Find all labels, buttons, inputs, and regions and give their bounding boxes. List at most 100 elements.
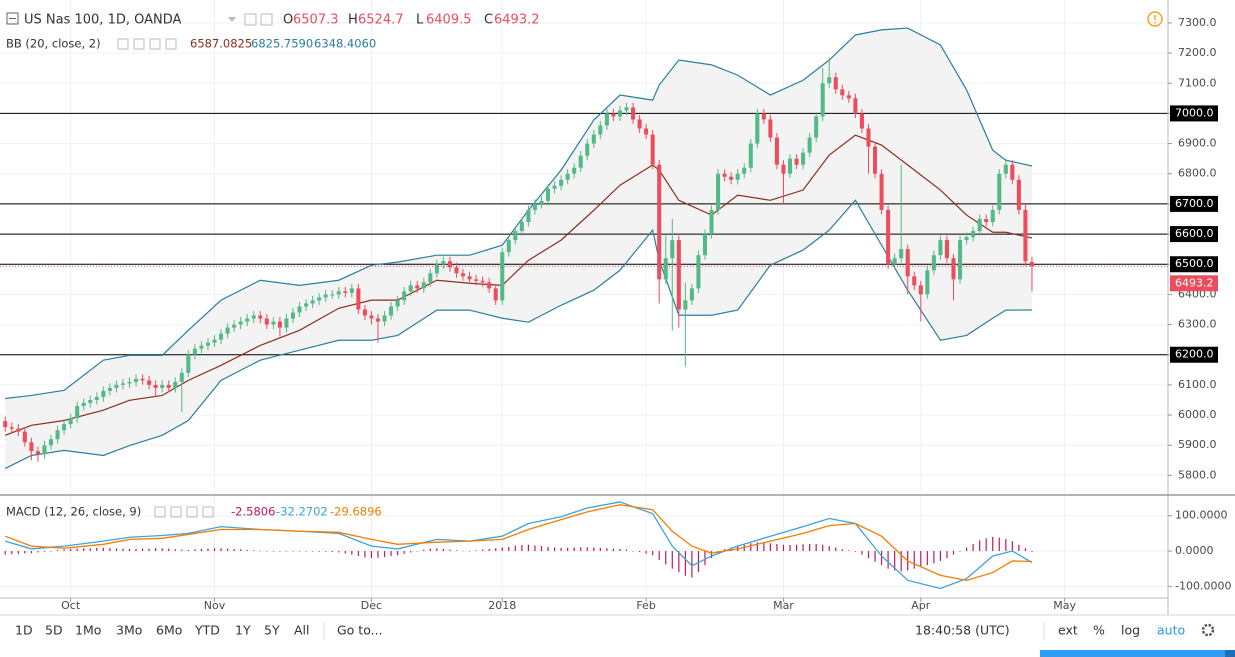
icon[interactable] [117, 38, 129, 50]
candle-body [840, 89, 845, 96]
candle-body [402, 291, 407, 301]
histogram-bar [200, 548, 203, 552]
icon[interactable] [133, 38, 145, 50]
y-tick-label: 7100.0 [1178, 76, 1217, 89]
alert-icon[interactable] [1147, 11, 1163, 27]
icon[interactable] [186, 506, 198, 518]
candle-body [160, 384, 165, 388]
ohlc-value: 6409.5 [426, 13, 472, 28]
histogram-bar [364, 551, 366, 558]
status-bar-end [1225, 650, 1235, 657]
candle-body [951, 258, 956, 280]
histogram-bar [756, 542, 758, 552]
candle-body [559, 179, 564, 186]
candle-body [343, 291, 348, 293]
candle-body [323, 294, 328, 298]
histogram-bar [560, 547, 562, 552]
candle-body [55, 430, 60, 440]
x-tick-label: Mar [773, 599, 794, 612]
candle-body [225, 327, 230, 334]
symbol-title[interactable]: US Nas 100, 1D, OANDA [24, 13, 182, 28]
candle-body [899, 249, 904, 259]
macd-icons [154, 506, 214, 518]
histogram-bar [50, 551, 52, 552]
collapse-icon[interactable] [6, 12, 19, 25]
candle-body [866, 128, 871, 147]
histogram-bar [325, 551, 327, 552]
candle-body [513, 231, 518, 241]
histogram-bar [789, 545, 791, 552]
icon[interactable] [202, 506, 214, 518]
candle-body [153, 384, 158, 388]
candle-body [480, 280, 485, 283]
dropdown-icon[interactable] [228, 17, 236, 22]
candle-body [212, 339, 217, 343]
icon[interactable] [149, 38, 161, 50]
range-button[interactable]: 5D [45, 623, 63, 638]
histogram-bar [318, 551, 320, 552]
candle-body [16, 428, 21, 432]
range-button[interactable]: 6Mo [156, 623, 182, 638]
candle-body [330, 294, 335, 296]
y-tick-label: 5900.0 [1178, 438, 1217, 451]
candle-body [644, 128, 649, 135]
option-button[interactable]: ext [1058, 623, 1078, 638]
candle-body [905, 249, 910, 277]
candle-body [722, 173, 727, 177]
histogram-bar [848, 550, 850, 552]
candle-body [68, 418, 73, 425]
settings-gear[interactable] [1201, 623, 1215, 637]
histogram-bar [109, 548, 111, 552]
last-price-label: 6493.2 [1175, 276, 1214, 289]
candle-body [48, 439, 54, 446]
candle-body [1010, 164, 1015, 180]
histogram-bar [887, 551, 889, 569]
histogram-bar [697, 551, 700, 573]
range-button[interactable]: 3Mo [116, 623, 142, 638]
candle-body [702, 234, 708, 256]
histogram-bar [900, 551, 902, 572]
range-button[interactable]: 1D [15, 623, 33, 638]
candle-body [29, 442, 34, 452]
histogram-bar [730, 547, 732, 552]
range-button[interactable]: YTD [194, 623, 220, 638]
goto-button[interactable]: Go to... [337, 623, 383, 638]
histogram-bar [861, 551, 863, 555]
hline-label-bg [1170, 105, 1218, 122]
candle-body [958, 240, 963, 280]
candle-body [912, 276, 917, 286]
option-button[interactable]: log [1121, 623, 1140, 638]
candle-body [3, 421, 8, 428]
icon[interactable] [170, 506, 182, 518]
option-button[interactable]: auto [1157, 623, 1185, 638]
histogram-bar [612, 548, 615, 552]
option-button[interactable]: % [1093, 623, 1105, 638]
candle-body [833, 77, 838, 90]
candle-body [317, 297, 322, 301]
range-button[interactable]: All [294, 623, 310, 638]
histogram-bar [285, 551, 288, 552]
y-tick-label: 7300.0 [1178, 16, 1217, 29]
candle-body [62, 424, 67, 431]
candle-body [984, 218, 989, 223]
range-button[interactable]: 5Y [264, 623, 280, 638]
histogram-bar [1024, 548, 1027, 552]
indicator-value: -2.5806 [231, 505, 275, 519]
hline-label-bg [1170, 256, 1218, 273]
indicator-value: -32.2702 [276, 505, 328, 519]
histogram-bar [148, 548, 150, 552]
histogram-bar [220, 548, 222, 552]
icon[interactable] [154, 506, 166, 518]
settings-icon[interactable] [244, 13, 257, 26]
range-button[interactable]: 1Mo [75, 623, 101, 638]
candle-body [127, 381, 132, 384]
candle-body [964, 237, 969, 241]
range-button[interactable]: 1Y [235, 623, 251, 638]
histogram-bar [495, 548, 497, 552]
candle-body [572, 167, 577, 174]
icon[interactable] [165, 38, 177, 50]
histogram-bar [377, 551, 379, 558]
hide-icon[interactable] [260, 13, 273, 26]
